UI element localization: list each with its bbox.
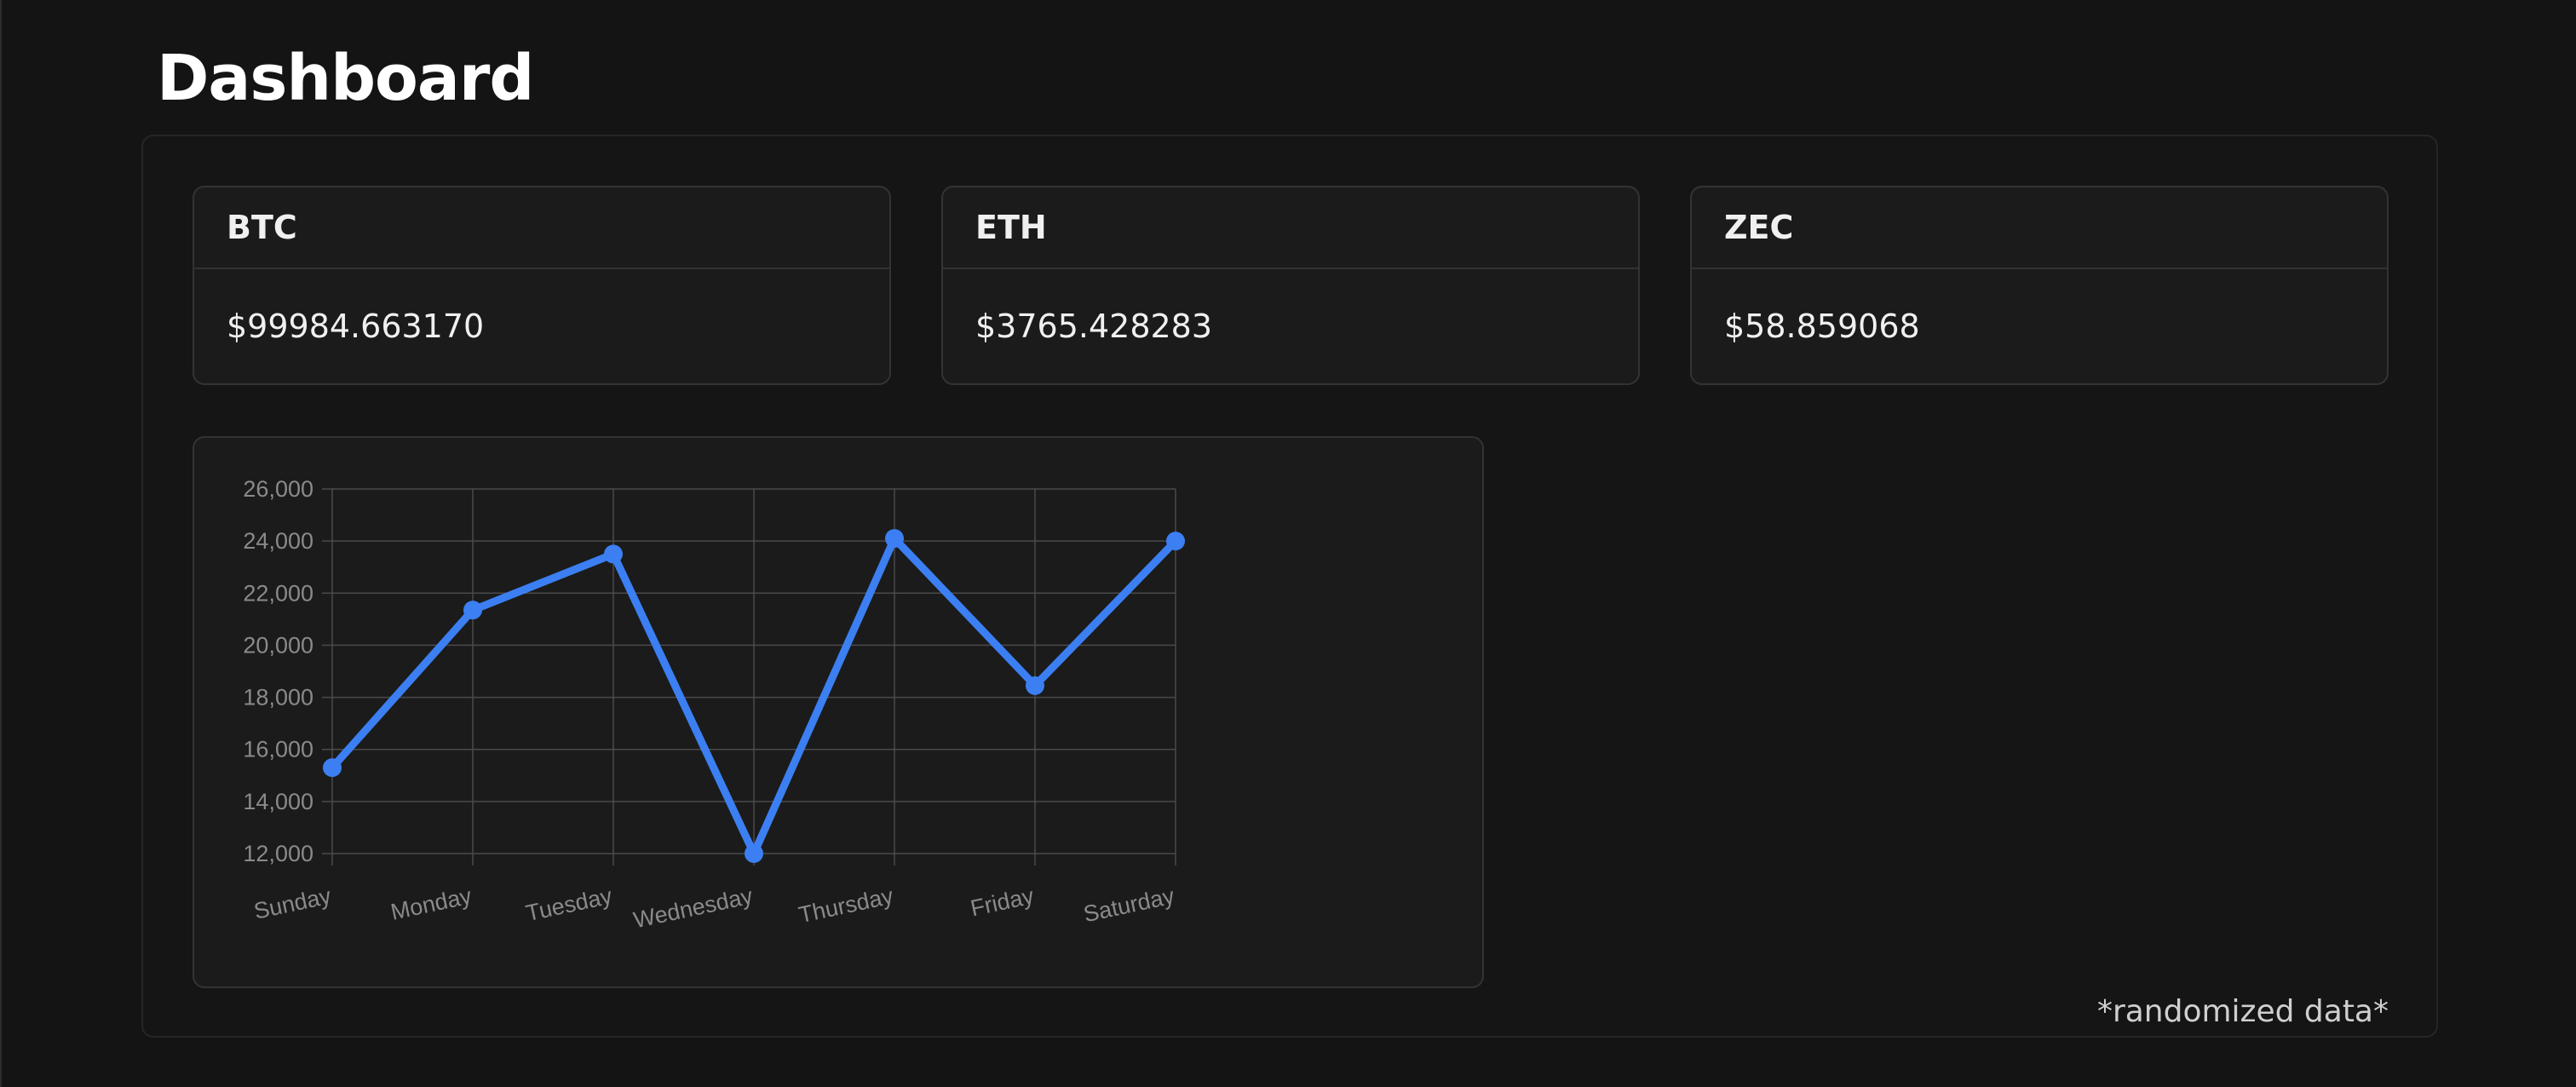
data-point [745, 844, 763, 863]
data-point [604, 544, 623, 564]
y-tick-label: 26,000 [243, 476, 313, 502]
y-tick-label: 14,000 [243, 789, 313, 814]
line-chart: 26,000 24,000 22,000 20,000 18,000 16,000 14,0… [243, 476, 1185, 933]
data-point [323, 758, 342, 778]
price-card-eth: ETH $3765.428283 [941, 186, 1640, 385]
x-tick-label: Tuesday [524, 883, 615, 926]
card-symbol: ETH [943, 187, 1638, 269]
randomized-data-note: *randomized data* [2096, 994, 2389, 1029]
y-tick-label: 16,000 [243, 737, 313, 762]
y-tick-label: 20,000 [243, 632, 313, 658]
y-tick-label: 12,000 [243, 841, 313, 866]
x-tick-label: Sunday [251, 883, 333, 923]
price-card-zec: ZEC $58.859068 [1690, 186, 2389, 385]
data-point [1026, 676, 1044, 695]
y-tick-label: 18,000 [243, 685, 313, 710]
card-price: $99984.663170 [227, 308, 485, 345]
card-price: $58.859068 [1724, 308, 1920, 345]
x-tick-label: Monday [388, 883, 474, 924]
price-card-btc: BTC $99984.663170 [193, 186, 891, 385]
x-tick-label: Friday [969, 883, 1037, 921]
card-symbol: ZEC [1692, 187, 2387, 269]
line-chart-card: 26,000 24,000 22,000 20,000 18,000 16,000 14,0… [193, 436, 1484, 988]
card-symbol: BTC [194, 187, 889, 269]
x-tick-label: Wednesday [631, 883, 756, 933]
x-tick-label: Saturday [1081, 883, 1176, 927]
card-price: $3765.428283 [975, 308, 1213, 345]
data-point [1166, 532, 1185, 551]
page-title: Dashboard [157, 42, 534, 115]
x-tick-label: Thursday [796, 883, 896, 928]
data-point [463, 601, 482, 620]
y-tick-label: 22,000 [243, 580, 313, 606]
y-tick-label: 24,000 [243, 528, 313, 554]
dashboard-panel: BTC $99984.663170 ETH $3765.428283 ZEC $… [141, 135, 2438, 1038]
data-point [885, 529, 904, 549]
